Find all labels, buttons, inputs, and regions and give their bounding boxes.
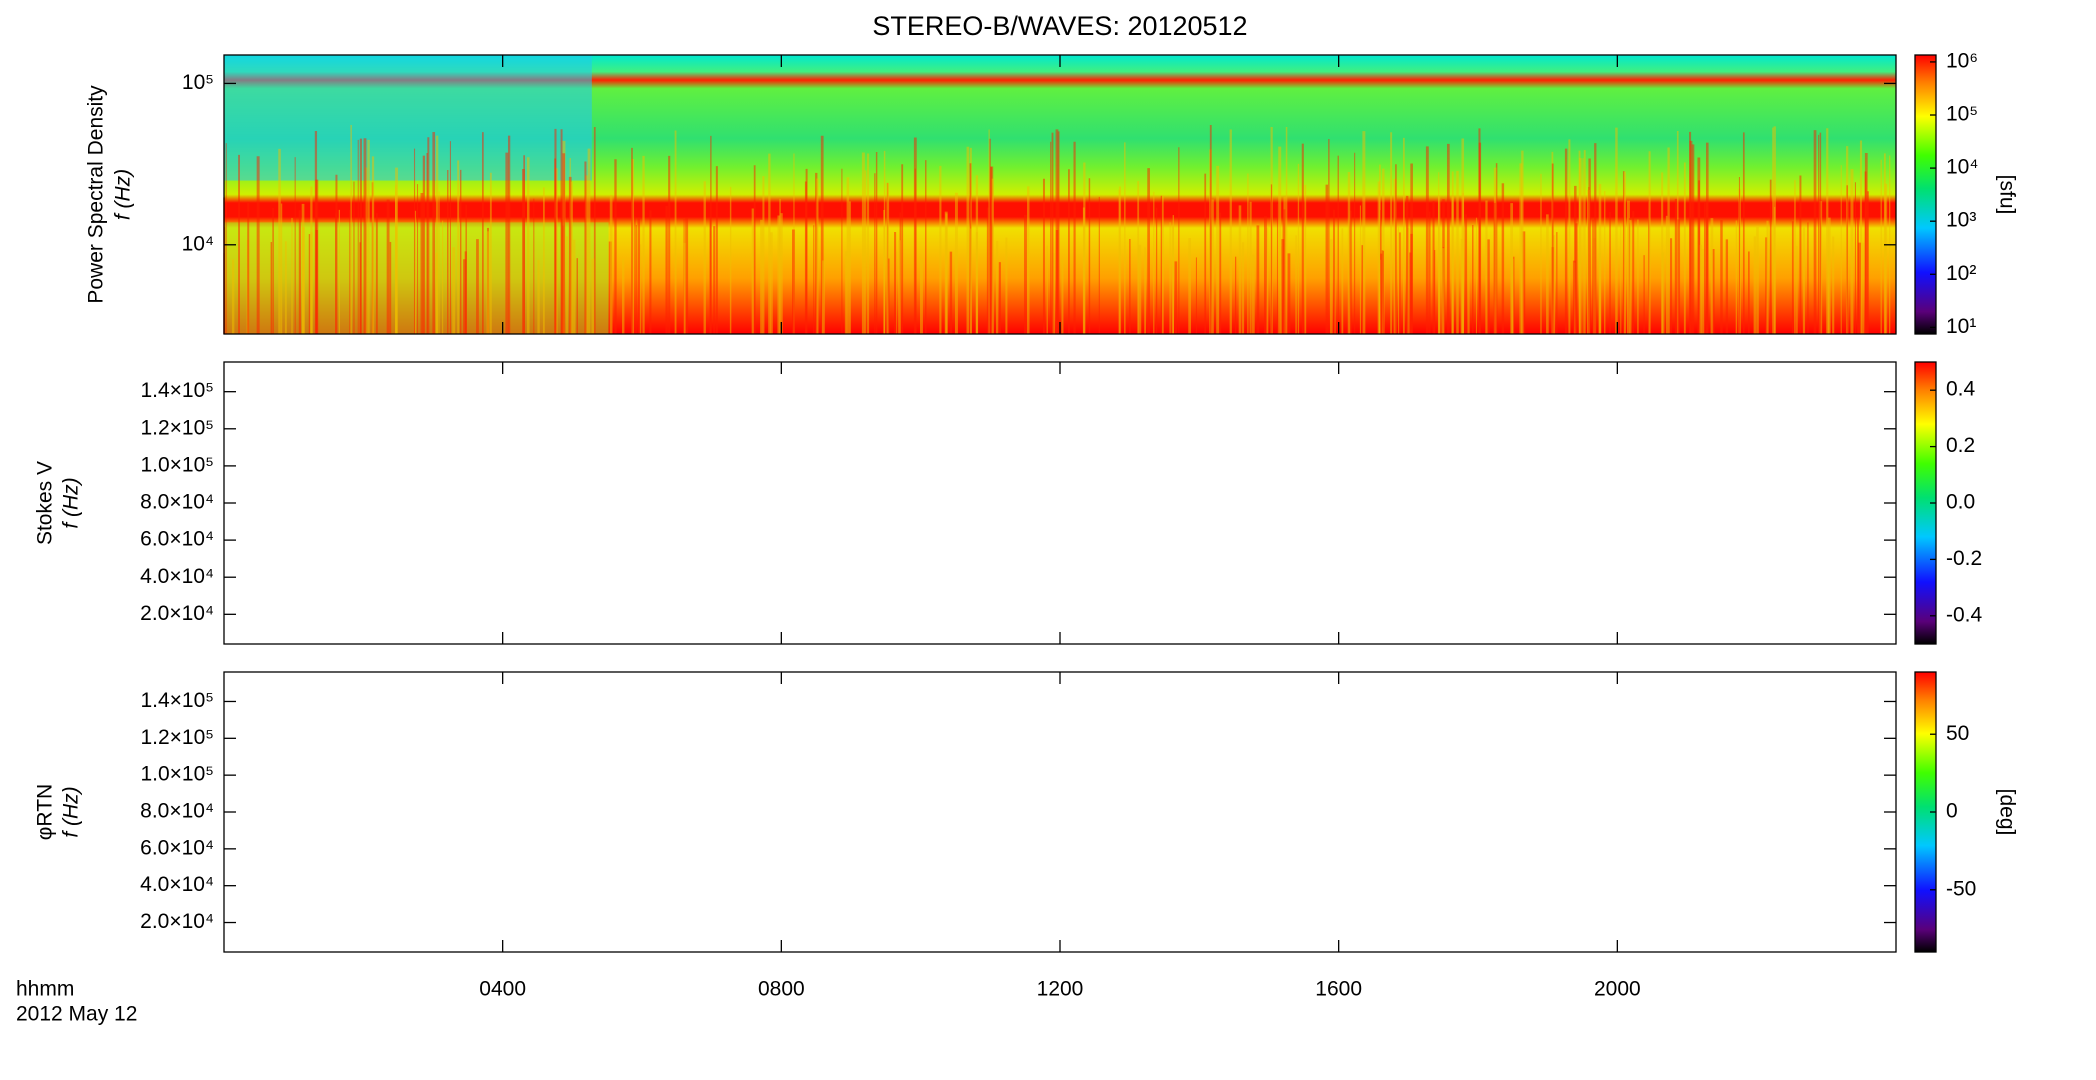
colorbar-tick-label: 10³ <box>1946 209 1976 232</box>
colorbar-tick-label: -50 <box>1946 877 1976 900</box>
y-tick-label: 10⁴ <box>182 232 214 255</box>
x-tick-label: 1600 <box>1315 978 1362 1001</box>
colorbar-tick-label: 10⁵ <box>1946 103 1978 126</box>
y-axis-label: f (Hz) <box>60 477 83 528</box>
plot-frame <box>223 671 1897 953</box>
x-axis-label: hhmm <box>16 978 74 1001</box>
x-tick-label: 1200 <box>1037 978 1084 1001</box>
y-axis-label: φRTN <box>34 784 57 840</box>
y-tick-label: 10⁵ <box>182 71 214 94</box>
y-axis-label: Stokes V <box>34 461 57 545</box>
y-tick-label: 1.2×10⁵ <box>140 726 214 749</box>
colorbar-tick-label: 50 <box>1946 722 1969 745</box>
colorbar-label: [deg] <box>1995 789 2018 836</box>
y-tick-label: 1.4×10⁵ <box>140 689 214 712</box>
colorbar-tick-label: 0.2 <box>1946 434 1975 457</box>
x-tick-label: 0400 <box>479 978 526 1001</box>
plot-frame <box>223 361 1897 645</box>
y-tick-label: 4.0×10⁴ <box>140 873 214 896</box>
colorbar-tick-label: -0.4 <box>1946 603 1983 626</box>
y-tick-label: 8.0×10⁴ <box>140 800 214 823</box>
y-axis-label: f (Hz) <box>112 169 135 220</box>
y-tick-label: 1.4×10⁵ <box>140 379 214 402</box>
y-tick-label: 1.2×10⁵ <box>140 416 214 439</box>
colorbar-tick-label: 10⁴ <box>1946 156 1978 179</box>
y-tick-label: 6.0×10⁴ <box>140 528 214 551</box>
y-tick-label: 4.0×10⁴ <box>140 565 214 588</box>
y-tick-label: 2.0×10⁴ <box>140 910 214 933</box>
colorbar-tick-label: 10¹ <box>1946 315 1976 338</box>
y-axis-label: Power Spectral Density <box>85 85 108 304</box>
y-tick-label: 1.0×10⁵ <box>140 763 214 786</box>
colorbar-tick-label: 10⁶ <box>1946 49 1978 72</box>
y-tick-label: 8.0×10⁴ <box>140 491 214 514</box>
x-axis-date: 2012 May 12 <box>16 1003 137 1026</box>
colorbar-tick-label: 0.0 <box>1946 491 1975 514</box>
x-tick-label: 2000 <box>1594 978 1641 1001</box>
colorbar-tick-label: -0.2 <box>1946 547 1982 570</box>
quiet-region <box>224 55 592 181</box>
colorbar-tick-label: 0 <box>1946 800 1958 823</box>
colorbar-tick-label: 0.4 <box>1946 378 1976 401</box>
colorbar-label: [sfu] <box>1995 175 2018 215</box>
title: STEREO-B/WAVES: 20120512 <box>872 11 1247 41</box>
colorbar <box>1914 54 1937 335</box>
y-axis-label: f (Hz) <box>60 786 83 837</box>
y-tick-label: 6.0×10⁴ <box>140 836 214 859</box>
y-tick-label: 2.0×10⁴ <box>140 602 214 625</box>
x-tick-label: 0800 <box>758 978 805 1001</box>
colorbar-tick-label: 10² <box>1946 262 1976 285</box>
y-tick-label: 1.0×10⁵ <box>140 453 214 476</box>
